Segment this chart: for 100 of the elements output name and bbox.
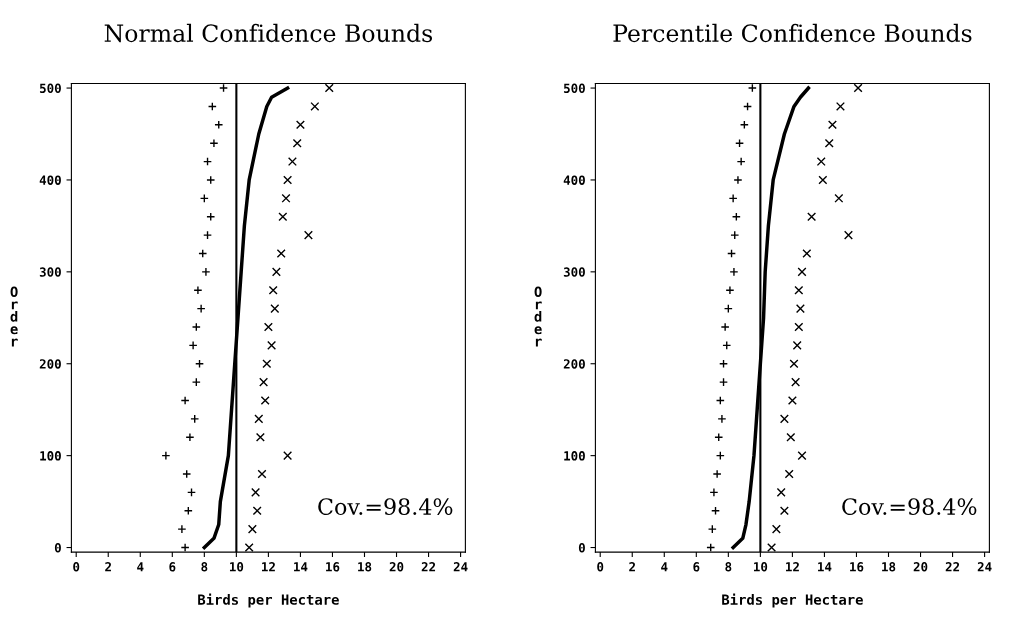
point [219, 83, 229, 93]
point [180, 395, 190, 405]
point [792, 340, 802, 350]
point [739, 120, 749, 130]
point [324, 83, 334, 93]
point [816, 157, 826, 167]
x-tick-label: 2 [105, 562, 111, 572]
y-tick-label: 100 [40, 451, 61, 461]
x-tick-label: 12 [262, 562, 275, 572]
point [268, 285, 278, 295]
point [252, 506, 262, 516]
x-tick-label: 14 [294, 562, 308, 572]
point [789, 359, 799, 369]
x-axis-title: Birds per Hectare [198, 593, 339, 608]
chart-title: Normal Confidence Bounds [104, 23, 433, 43]
point [278, 212, 288, 222]
point [818, 175, 828, 185]
point [254, 414, 264, 424]
x-tick-label: 10 [229, 562, 244, 572]
point [767, 543, 777, 553]
y-tick-label: 300 [39, 267, 61, 277]
point [276, 248, 286, 258]
point [797, 451, 807, 461]
point [270, 304, 280, 314]
point [244, 543, 254, 553]
point [776, 487, 786, 497]
point [267, 340, 277, 350]
point [287, 157, 297, 167]
point [784, 469, 794, 479]
x-tick-label: 8 [201, 562, 208, 572]
x-tick-label: 22 [945, 562, 960, 572]
x-tick-label: 20 [389, 562, 404, 572]
point [779, 414, 789, 424]
y-tick-label: 200 [563, 359, 585, 369]
point [203, 230, 213, 240]
point [259, 377, 269, 387]
x-tick-label: 2 [629, 562, 635, 572]
point [247, 524, 257, 534]
x-tick-label: 6 [169, 562, 176, 572]
x-tick-label: 24 [453, 562, 468, 572]
point [295, 120, 305, 130]
point [834, 193, 844, 203]
point [292, 138, 302, 148]
x-tick-label: 14 [818, 562, 832, 572]
x-tick-label: 16 [326, 562, 340, 572]
point [802, 248, 812, 258]
point [791, 377, 801, 387]
point [853, 83, 863, 93]
x-tick-label: 8 [725, 562, 732, 572]
point [827, 120, 837, 130]
point [251, 487, 261, 497]
point [787, 395, 797, 405]
x-tick-label: 4 [137, 562, 144, 572]
y-tick-label: 400 [39, 175, 61, 185]
y-tick-label: 300 [563, 267, 585, 277]
y-axis-title: Order [10, 286, 18, 347]
x-tick-label: 0 [597, 562, 604, 572]
x-tick-label: 4 [661, 562, 668, 572]
point [824, 138, 834, 148]
x-tick-label: 20 [913, 562, 928, 572]
point [310, 101, 320, 111]
point [771, 524, 781, 534]
annotation: Cov.=98.4% [318, 498, 453, 516]
y-tick-label: 0 [578, 543, 585, 553]
x-axis-title: Birds per Hectare [722, 593, 863, 608]
y-tick-label: 100 [564, 451, 585, 461]
x-tick-label: 18 [358, 562, 372, 572]
point [257, 469, 267, 479]
x-tick-label: 24 [977, 562, 992, 572]
point [260, 395, 270, 405]
point [262, 359, 272, 369]
point [795, 304, 805, 314]
chart-title: Percentile Confidence Bounds [613, 23, 972, 43]
point [263, 322, 273, 332]
y-tick-label: 200 [39, 359, 61, 369]
point [794, 285, 804, 295]
x-tick-label: 22 [421, 562, 436, 572]
x-tick-label: 0 [73, 562, 80, 572]
y-tick-label: 400 [563, 175, 585, 185]
x-tick-label: 6 [693, 562, 700, 572]
point [281, 193, 291, 203]
point [843, 230, 853, 240]
x-tick-label: 16 [850, 562, 864, 572]
x-tick-label: 10 [754, 562, 768, 572]
annotation: Cov.=98.4% [842, 498, 977, 516]
point [283, 451, 293, 461]
point [255, 432, 265, 442]
point [779, 506, 789, 516]
point [283, 175, 293, 185]
point [271, 267, 281, 277]
y-tick-label: 0 [54, 543, 61, 553]
point [794, 322, 804, 332]
y-tick-label: 500 [563, 83, 585, 93]
x-tick-label: 18 [882, 562, 896, 572]
x-tick-label: 12 [786, 562, 799, 572]
point [303, 230, 313, 240]
point [180, 543, 190, 553]
point [735, 138, 745, 148]
point [747, 83, 757, 93]
point [835, 101, 845, 111]
